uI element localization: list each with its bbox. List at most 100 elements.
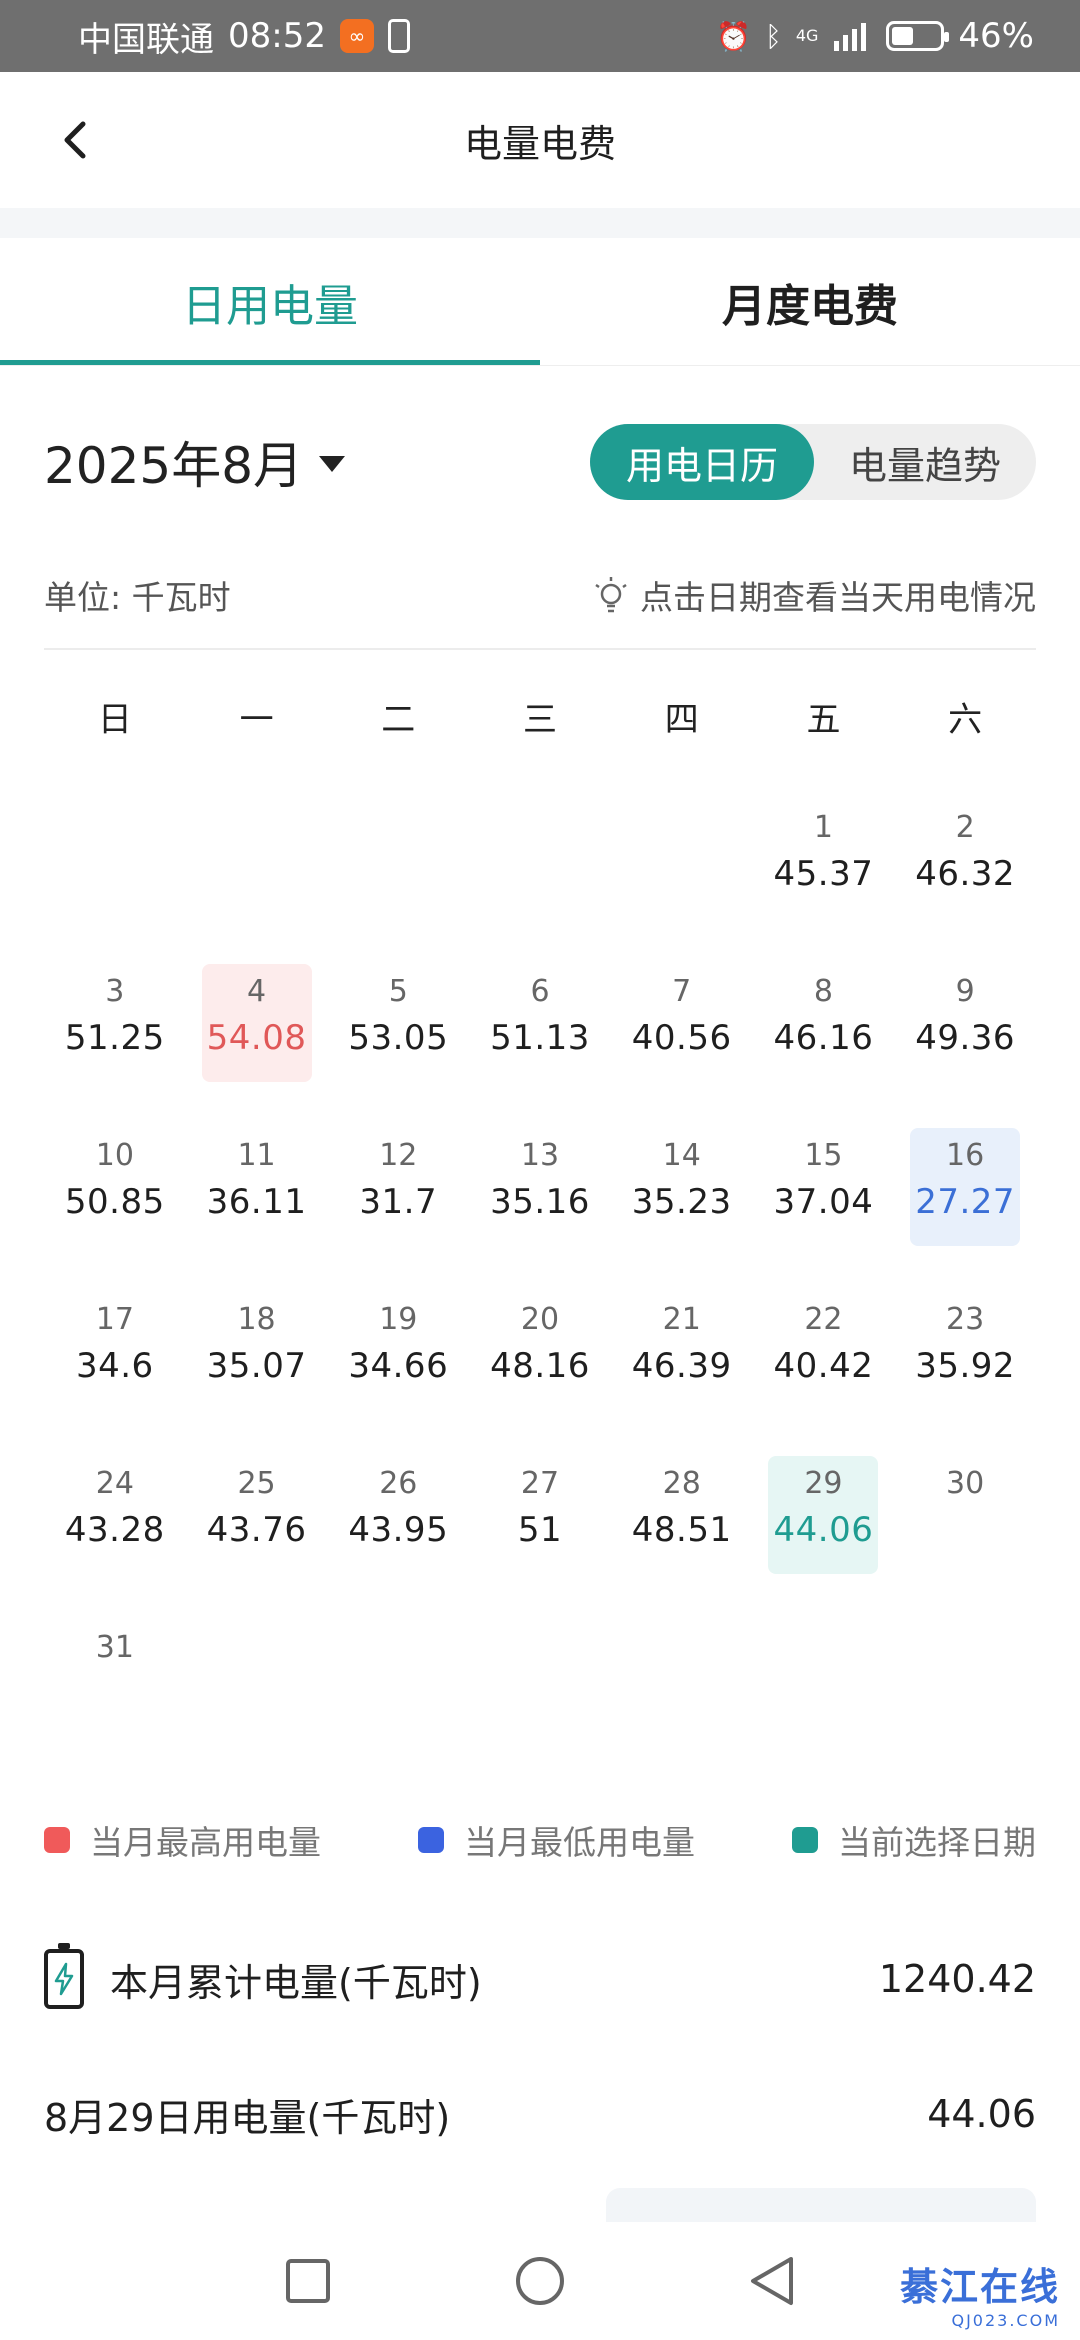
day-number: 27 <box>520 1466 560 1501</box>
tab-monthly-fee[interactable]: 月度电费 <box>722 280 898 332</box>
day-number: 7 <box>672 974 692 1009</box>
calendar-day-5[interactable]: 5 53.05 <box>327 964 469 1128</box>
calendar-day-17[interactable]: 17 34.6 <box>44 1292 186 1456</box>
calendar-day-18[interactable]: 18 35.07 <box>186 1292 328 1456</box>
calendar-day-27[interactable]: 27 51 <box>469 1456 611 1620</box>
calendar-day-box: 17 34.6 <box>60 1292 170 1410</box>
calendar-day-20[interactable]: 20 48.16 <box>469 1292 611 1456</box>
calendar-day-box: 6 51.13 <box>485 964 595 1082</box>
calendar-blank <box>469 800 611 964</box>
caret-down-icon <box>319 456 346 472</box>
divider <box>44 648 1036 650</box>
calendar-day-2[interactable]: 2 46.32 <box>894 800 1036 964</box>
usage-calendar: 1 45.37 2 46.32 3 51.25 4 54.08 5 53.05 6 51.13 7 40.… <box>44 800 1036 1784</box>
day-usage-value: 35.92 <box>915 1346 1016 1386</box>
calendar-day-box: 12 31.7 <box>343 1128 453 1246</box>
weekday-thu: 四 <box>664 700 699 740</box>
calendar-day-16[interactable]: 16 27.27 <box>894 1128 1036 1292</box>
month-row: 2025年8月 用电日历 电量趋势 <box>44 412 1036 512</box>
weekday-mon: 一 <box>239 700 274 740</box>
calendar-day-box: 14 35.23 <box>627 1128 737 1246</box>
toggle-usage-calendar[interactable]: 用电日历 <box>590 424 814 500</box>
day-usage-value: 49.36 <box>915 1018 1016 1058</box>
legend-label-highest: 当月最高用电量 <box>90 1823 321 1862</box>
calendar-day-14[interactable]: 14 35.23 <box>611 1128 753 1292</box>
calendar-day-21[interactable]: 21 46.39 <box>611 1292 753 1456</box>
legend-label-lowest: 当月最低用电量 <box>464 1823 695 1862</box>
day-usage-value: 51.13 <box>490 1018 590 1058</box>
calendar-day-7[interactable]: 7 40.56 <box>611 964 753 1128</box>
calendar-day-box: 16 27.27 <box>910 1128 1021 1246</box>
day-usage-value: 43.95 <box>348 1510 449 1550</box>
system-navigation-bar: 綦江在线 QJ023.COM <box>0 2222 1080 2340</box>
calendar-day-29[interactable]: 29 44.06 <box>753 1456 895 1620</box>
day-usage-value: 35.23 <box>631 1182 732 1222</box>
month-selector[interactable]: 2025年8月 <box>44 426 346 498</box>
home-button[interactable] <box>424 2222 656 2340</box>
calendar-day-box: 7 40.56 <box>627 964 737 1082</box>
legend: 当月最高用电量 当月最低用电量 当前选择日期 <box>44 1816 1036 1864</box>
back-button[interactable] <box>52 116 100 164</box>
signal-icon <box>834 23 867 51</box>
day-usage-value: 44.06 <box>773 1510 874 1550</box>
calendar-day-11[interactable]: 11 36.11 <box>186 1128 328 1292</box>
calendar-day-10[interactable]: 10 50.85 <box>44 1128 186 1292</box>
day-usage-value: 43.28 <box>64 1510 165 1550</box>
calendar-day-8[interactable]: 8 46.16 <box>753 964 895 1128</box>
calendar-day-box: 24 43.28 <box>60 1456 170 1574</box>
system-back-button[interactable] <box>656 2222 888 2340</box>
lightbulb-icon <box>595 577 627 613</box>
calendar-day-30[interactable]: 30 <box>894 1456 1036 1620</box>
legend-label-selected: 当前选择日期 <box>838 1823 1036 1862</box>
day-usage-value: 51 <box>517 1510 563 1550</box>
calendar-day-box: 10 50.85 <box>60 1128 170 1246</box>
calendar-day-box: 30 <box>910 1456 1020 1574</box>
legend-swatch-highest <box>44 1827 70 1853</box>
calendar-day-24[interactable]: 24 43.28 <box>44 1456 186 1620</box>
day-number: 22 <box>804 1302 843 1337</box>
calendar-day-1[interactable]: 1 45.37 <box>753 800 895 964</box>
calendar-day-box: 20 48.16 <box>485 1292 595 1410</box>
tab-daily-usage[interactable]: 日用电量 <box>0 238 540 365</box>
recent-apps-button[interactable] <box>192 2222 424 2340</box>
calendar-day-box: 15 37.04 <box>768 1128 878 1246</box>
status-bar-left: 中国联通 08:52 ∞ <box>78 12 410 61</box>
legend-swatch-lowest <box>418 1827 444 1853</box>
day-usage-value: 48.51 <box>631 1510 732 1550</box>
calendar-day-6[interactable]: 6 51.13 <box>469 964 611 1128</box>
day-usage-value: 46.16 <box>773 1018 874 1058</box>
weekday-sat: 六 <box>948 700 983 740</box>
calendar-day-22[interactable]: 22 40.42 <box>753 1292 895 1456</box>
day-usage-value: 40.42 <box>773 1346 874 1386</box>
calendar-day-4[interactable]: 4 54.08 <box>186 964 328 1128</box>
watermark: 綦江在线 QJ023.COM <box>900 2256 1060 2330</box>
day-number: 2 <box>955 810 975 845</box>
calendar-blank <box>186 800 328 964</box>
monthly-total-value: 1240.42 <box>878 1957 1036 2001</box>
calendar-day-25[interactable]: 25 43.76 <box>186 1456 328 1620</box>
network-type: 4G <box>795 26 819 45</box>
calendar-day-19[interactable]: 19 34.66 <box>327 1292 469 1456</box>
day-usage-value: 46.32 <box>915 854 1016 894</box>
calendar-day-23[interactable]: 23 35.92 <box>894 1292 1036 1456</box>
calendar-day-13[interactable]: 13 35.16 <box>469 1128 611 1292</box>
calendar-day-3[interactable]: 3 51.25 <box>44 964 186 1128</box>
calendar-day-15[interactable]: 15 37.04 <box>753 1128 895 1292</box>
day-usage-value: 43.76 <box>206 1510 307 1550</box>
weekday-tue: 二 <box>381 700 416 740</box>
day-usage-value: 34.66 <box>348 1346 449 1386</box>
calendar-day-box: 9 49.36 <box>910 964 1020 1082</box>
day-number: 3 <box>105 974 125 1009</box>
calendar-day-26[interactable]: 26 43.95 <box>327 1456 469 1620</box>
toggle-usage-trend[interactable]: 电量趋势 <box>848 443 1001 488</box>
day-number: 19 <box>379 1302 418 1337</box>
calendar-day-box: 8 46.16 <box>768 964 878 1082</box>
day-number: 10 <box>95 1138 134 1173</box>
calendar-day-box: 18 35.07 <box>202 1292 312 1410</box>
calendar-day-31[interactable]: 31 <box>44 1620 186 1784</box>
day-usage-value: 35.16 <box>490 1182 590 1222</box>
calendar-day-box: 23 35.92 <box>910 1292 1020 1410</box>
calendar-day-28[interactable]: 28 48.51 <box>611 1456 753 1620</box>
calendar-day-9[interactable]: 9 49.36 <box>894 964 1036 1128</box>
calendar-day-12[interactable]: 12 31.7 <box>327 1128 469 1292</box>
